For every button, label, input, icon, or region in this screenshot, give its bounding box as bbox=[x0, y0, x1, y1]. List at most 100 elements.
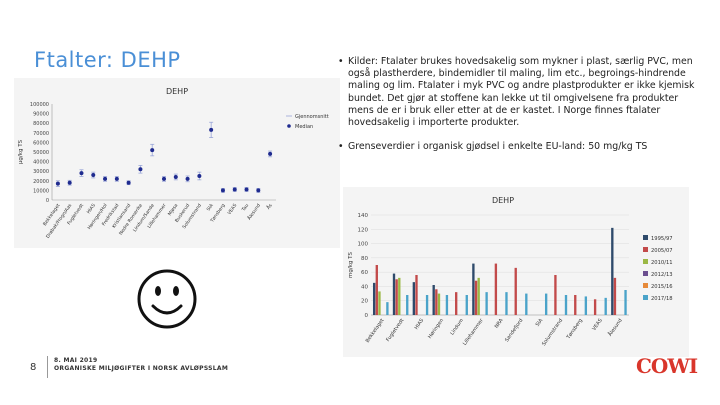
chart2-bar bbox=[415, 275, 418, 315]
chart1-point bbox=[67, 180, 72, 185]
chart1-point bbox=[244, 187, 249, 192]
chart2-bar bbox=[455, 292, 458, 315]
chart1-point bbox=[55, 181, 60, 186]
chart2-bar bbox=[624, 290, 627, 315]
chart2-ytick: 0 bbox=[365, 313, 369, 319]
chart1-xtick: Mjøsa bbox=[167, 203, 180, 217]
chart2-bar bbox=[574, 295, 577, 315]
chart2-xtick: Lindum bbox=[449, 318, 465, 337]
chart1-point bbox=[232, 187, 237, 192]
chart2-ytick: 80 bbox=[361, 256, 368, 262]
chart2-xtick: Bekkelaget bbox=[365, 318, 386, 344]
chart1-xtick: Ås bbox=[265, 202, 274, 211]
chart1-point bbox=[197, 174, 202, 178]
chart2-bar bbox=[604, 297, 607, 315]
chart1-point bbox=[220, 188, 225, 193]
chart2-bar bbox=[445, 295, 449, 315]
chart2-bar bbox=[613, 277, 617, 315]
chart2-bar bbox=[494, 263, 498, 315]
chart2-ylabel: mg/kg TS bbox=[348, 252, 354, 278]
chart1-point bbox=[256, 188, 261, 193]
chart1-ytick: 80000 bbox=[33, 121, 49, 127]
chart2-ytick: 40 bbox=[361, 284, 368, 290]
footer-text: 8. MAI 2019 ORGANISKE MILJØGIFTER I NORS… bbox=[54, 357, 228, 373]
chart1-point bbox=[185, 176, 190, 181]
chart2-ytick: 100 bbox=[358, 242, 369, 248]
chart2-bar bbox=[554, 275, 557, 315]
chart1-ytick: 50000 bbox=[33, 150, 49, 156]
chart2-bar bbox=[544, 293, 548, 315]
chart1-legend-swatch bbox=[287, 124, 291, 128]
chart2-xtick: Solumstrand bbox=[541, 318, 564, 347]
chart1-legend-label: Gjennomsnitt bbox=[295, 114, 329, 120]
chart2-legend-swatch bbox=[643, 247, 648, 252]
chart2-legend-swatch bbox=[643, 259, 648, 264]
dehp-scatter-chart: DEHP µg/kg TS 0 10000 20000 30000 40000 50000 60… bbox=[14, 78, 340, 248]
chart2-xtick: Tønsberg bbox=[565, 318, 584, 341]
chart2-title: DEHP bbox=[492, 196, 514, 205]
chart1-point bbox=[91, 173, 96, 178]
chart2-bar bbox=[474, 280, 478, 315]
chart1-legend-label: Median bbox=[295, 124, 313, 130]
chart1-xtick: Tau bbox=[240, 203, 250, 214]
footer-date: 8. MAI 2019 bbox=[54, 357, 98, 364]
chart2-bar bbox=[398, 277, 401, 315]
chart2-bar bbox=[472, 263, 475, 315]
chart1-point bbox=[209, 127, 214, 132]
chart1-point bbox=[103, 176, 108, 181]
chart1-point bbox=[268, 151, 273, 156]
chart1-ytick: 90000 bbox=[33, 112, 49, 118]
chart2-xtick: Fugletvedt bbox=[385, 318, 405, 343]
footer-title: ORGANISKE MILJØGIFTER I NORSK AVLØPSSLAM bbox=[54, 365, 229, 372]
chart2-bar bbox=[564, 295, 568, 315]
bullet-limits: Grenseverdier i organisk gjødsel i enkel… bbox=[338, 141, 698, 153]
chart1-ytick: 10000 bbox=[33, 188, 49, 194]
chart2-xtick: Sandefjord bbox=[504, 318, 524, 344]
chart1-ytick: 70000 bbox=[33, 131, 49, 137]
chart2-xtick: NRA bbox=[494, 317, 505, 329]
bullet-sources: Kilder: Ftalater brukes hovedsakelig som… bbox=[338, 56, 698, 129]
chart2-legend-swatch bbox=[643, 283, 648, 288]
dehp-bar-svg: DEHP mg/kg TS 0 20 40 60 80 100 120 140 Bekkelaget… bbox=[348, 196, 673, 347]
chart2-bar bbox=[378, 291, 381, 315]
chart1-ytick: 60000 bbox=[33, 140, 49, 146]
chart2-bar bbox=[432, 285, 435, 315]
chart2-bar bbox=[412, 282, 416, 315]
chart1-ytick: 0 bbox=[46, 198, 49, 204]
chart2-ytick: 20 bbox=[361, 299, 368, 305]
chart2-legend-label: 2010/11 bbox=[651, 260, 673, 266]
chart1-point bbox=[114, 176, 119, 181]
dehp-scatter-svg: DEHP µg/kg TS 0 10000 20000 30000 40000 50000 60… bbox=[18, 87, 329, 240]
chart2-legend-swatch bbox=[643, 271, 648, 276]
chart1-ytick: 20000 bbox=[33, 179, 49, 185]
footer-divider bbox=[47, 356, 48, 378]
chart1-xtick: HIAS bbox=[86, 203, 97, 215]
dehp-bar-chart: DEHP mg/kg TS 0 20 40 60 80 100 120 140 Bekkelaget… bbox=[343, 187, 689, 357]
chart1-point bbox=[173, 174, 178, 179]
chart2-legend-label: 2012/13 bbox=[651, 272, 673, 278]
chart2-bar bbox=[505, 292, 508, 315]
chart2-legend-label: 2005/07 bbox=[651, 248, 673, 254]
cowi-logo: COWI bbox=[636, 354, 698, 378]
chart1-point bbox=[150, 148, 155, 153]
page-number: 8 bbox=[30, 362, 37, 373]
chart2-bar bbox=[392, 273, 396, 315]
chart1-ytick: 100000 bbox=[30, 102, 49, 108]
chart2-bar bbox=[514, 267, 517, 315]
chart1-xtick: VEAS bbox=[227, 203, 239, 216]
chart2-bar bbox=[425, 295, 429, 315]
chart2-xtick: VEAS bbox=[591, 318, 603, 332]
chart2-xtick: SIA bbox=[535, 317, 545, 328]
chart2-bar bbox=[406, 295, 409, 315]
chart2-ytick: 120 bbox=[358, 227, 369, 233]
chart2-legend-label: 1995/97 bbox=[651, 236, 673, 242]
chart2-bar bbox=[485, 292, 488, 315]
chart1-point bbox=[138, 167, 143, 172]
chart2-xtick: HIAS bbox=[414, 318, 426, 331]
chart2-legend-label: 2015/16 bbox=[651, 284, 673, 290]
chart2-legend-swatch bbox=[643, 295, 648, 300]
chart2-bar bbox=[435, 289, 438, 315]
bullet-list: Kilder: Ftalater brukes hovedsakelig som… bbox=[338, 56, 698, 165]
chart2-bar bbox=[375, 265, 378, 315]
slide-title: Ftalter: DEHP bbox=[34, 48, 181, 72]
